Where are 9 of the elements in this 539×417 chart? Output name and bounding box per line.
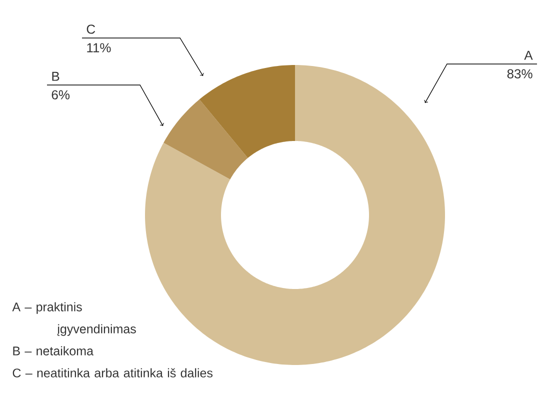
text: A – praktinis įgyvendinimas: [12, 302, 136, 336]
slice-label: A: [524, 50, 533, 60]
text: B – netaikoma: [13, 346, 94, 356]
slice-label: C: [86, 24, 96, 34]
text: C – neatitinka arba atitinka iš dalies: [12, 368, 212, 378]
slice-label: B: [52, 72, 60, 81]
data-label: 11%: [87, 43, 111, 52]
data-label: 83%: [507, 69, 532, 78]
data-label: 6%: [52, 90, 70, 100]
